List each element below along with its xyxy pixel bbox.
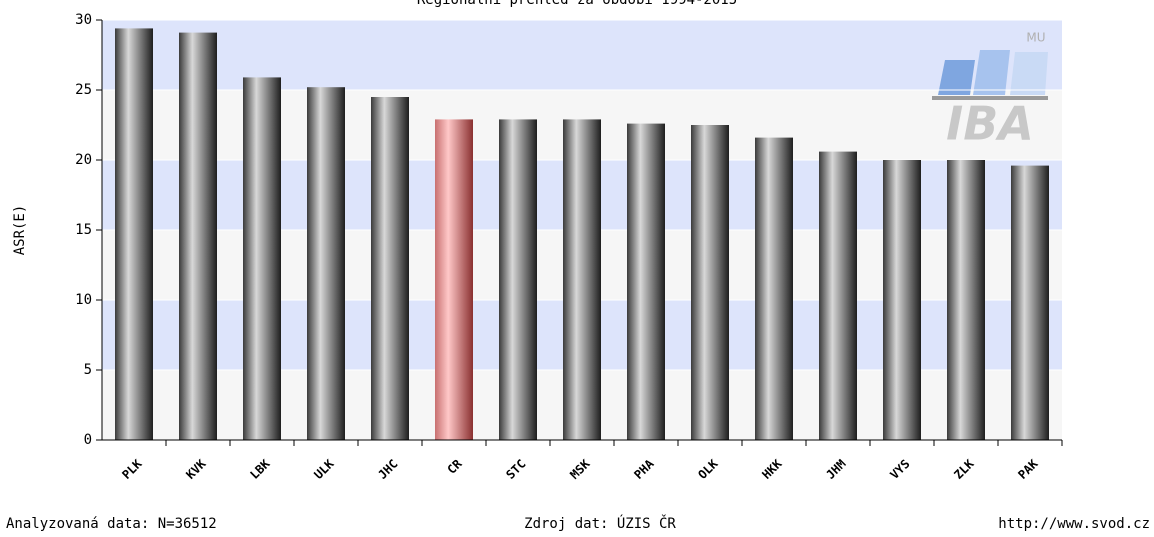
x-tick-label: PHA [631, 456, 657, 482]
bar [819, 151, 857, 440]
bar [435, 119, 473, 441]
y-tick-label: 10 [75, 292, 92, 308]
bar [947, 160, 985, 440]
bar [755, 137, 793, 440]
bar [115, 28, 153, 441]
x-tick-label: PAK [1015, 456, 1041, 482]
footer-right: http://www.svod.cz [998, 516, 1150, 532]
x-tick-label: STC [503, 457, 528, 482]
x-tick-label: MSK [567, 456, 593, 482]
y-axis-label: ASR(E) [12, 205, 28, 256]
x-tick-label: ZLK [951, 456, 977, 482]
y-tick-label: 25 [75, 82, 92, 98]
bar [307, 87, 345, 440]
y-tick-label: 30 [75, 12, 92, 28]
logo: MU IBA [932, 31, 1048, 151]
x-tick-label: PLK [119, 456, 145, 482]
x-tick-label: OLK [695, 456, 721, 482]
x-tick-label: VYS [887, 457, 912, 482]
bar [563, 119, 601, 441]
x-tick-label: HKK [759, 456, 785, 482]
x-tick-label: ULK [311, 456, 337, 482]
logo-iba: IBA [946, 97, 1034, 151]
y-tick-label: 0 [84, 432, 92, 448]
bar [1011, 165, 1049, 440]
y-tick-label: 15 [75, 222, 92, 238]
bar [883, 160, 921, 440]
footer-left: Analyzovaná data: N=36512 [6, 516, 217, 532]
logo-mu: MU [1026, 31, 1045, 45]
y-tick-label: 5 [84, 362, 92, 378]
x-tick-label: KVK [183, 456, 209, 482]
bar [691, 125, 729, 440]
x-tick-label: LBK [247, 456, 273, 482]
x-tick-label: JHC [375, 457, 400, 482]
bar [371, 97, 409, 440]
chart-title: Regionální přehled za období 1994-2015 [417, 0, 737, 8]
bar [627, 123, 665, 440]
bar [243, 77, 281, 441]
footer-center: Zdroj dat: ÚZIS ČR [524, 514, 676, 532]
x-tick-label: CR [444, 456, 465, 477]
bar [179, 32, 217, 440]
x-tick-label: JHM [823, 457, 848, 482]
bar [499, 119, 537, 441]
y-tick-label: 20 [75, 152, 92, 168]
